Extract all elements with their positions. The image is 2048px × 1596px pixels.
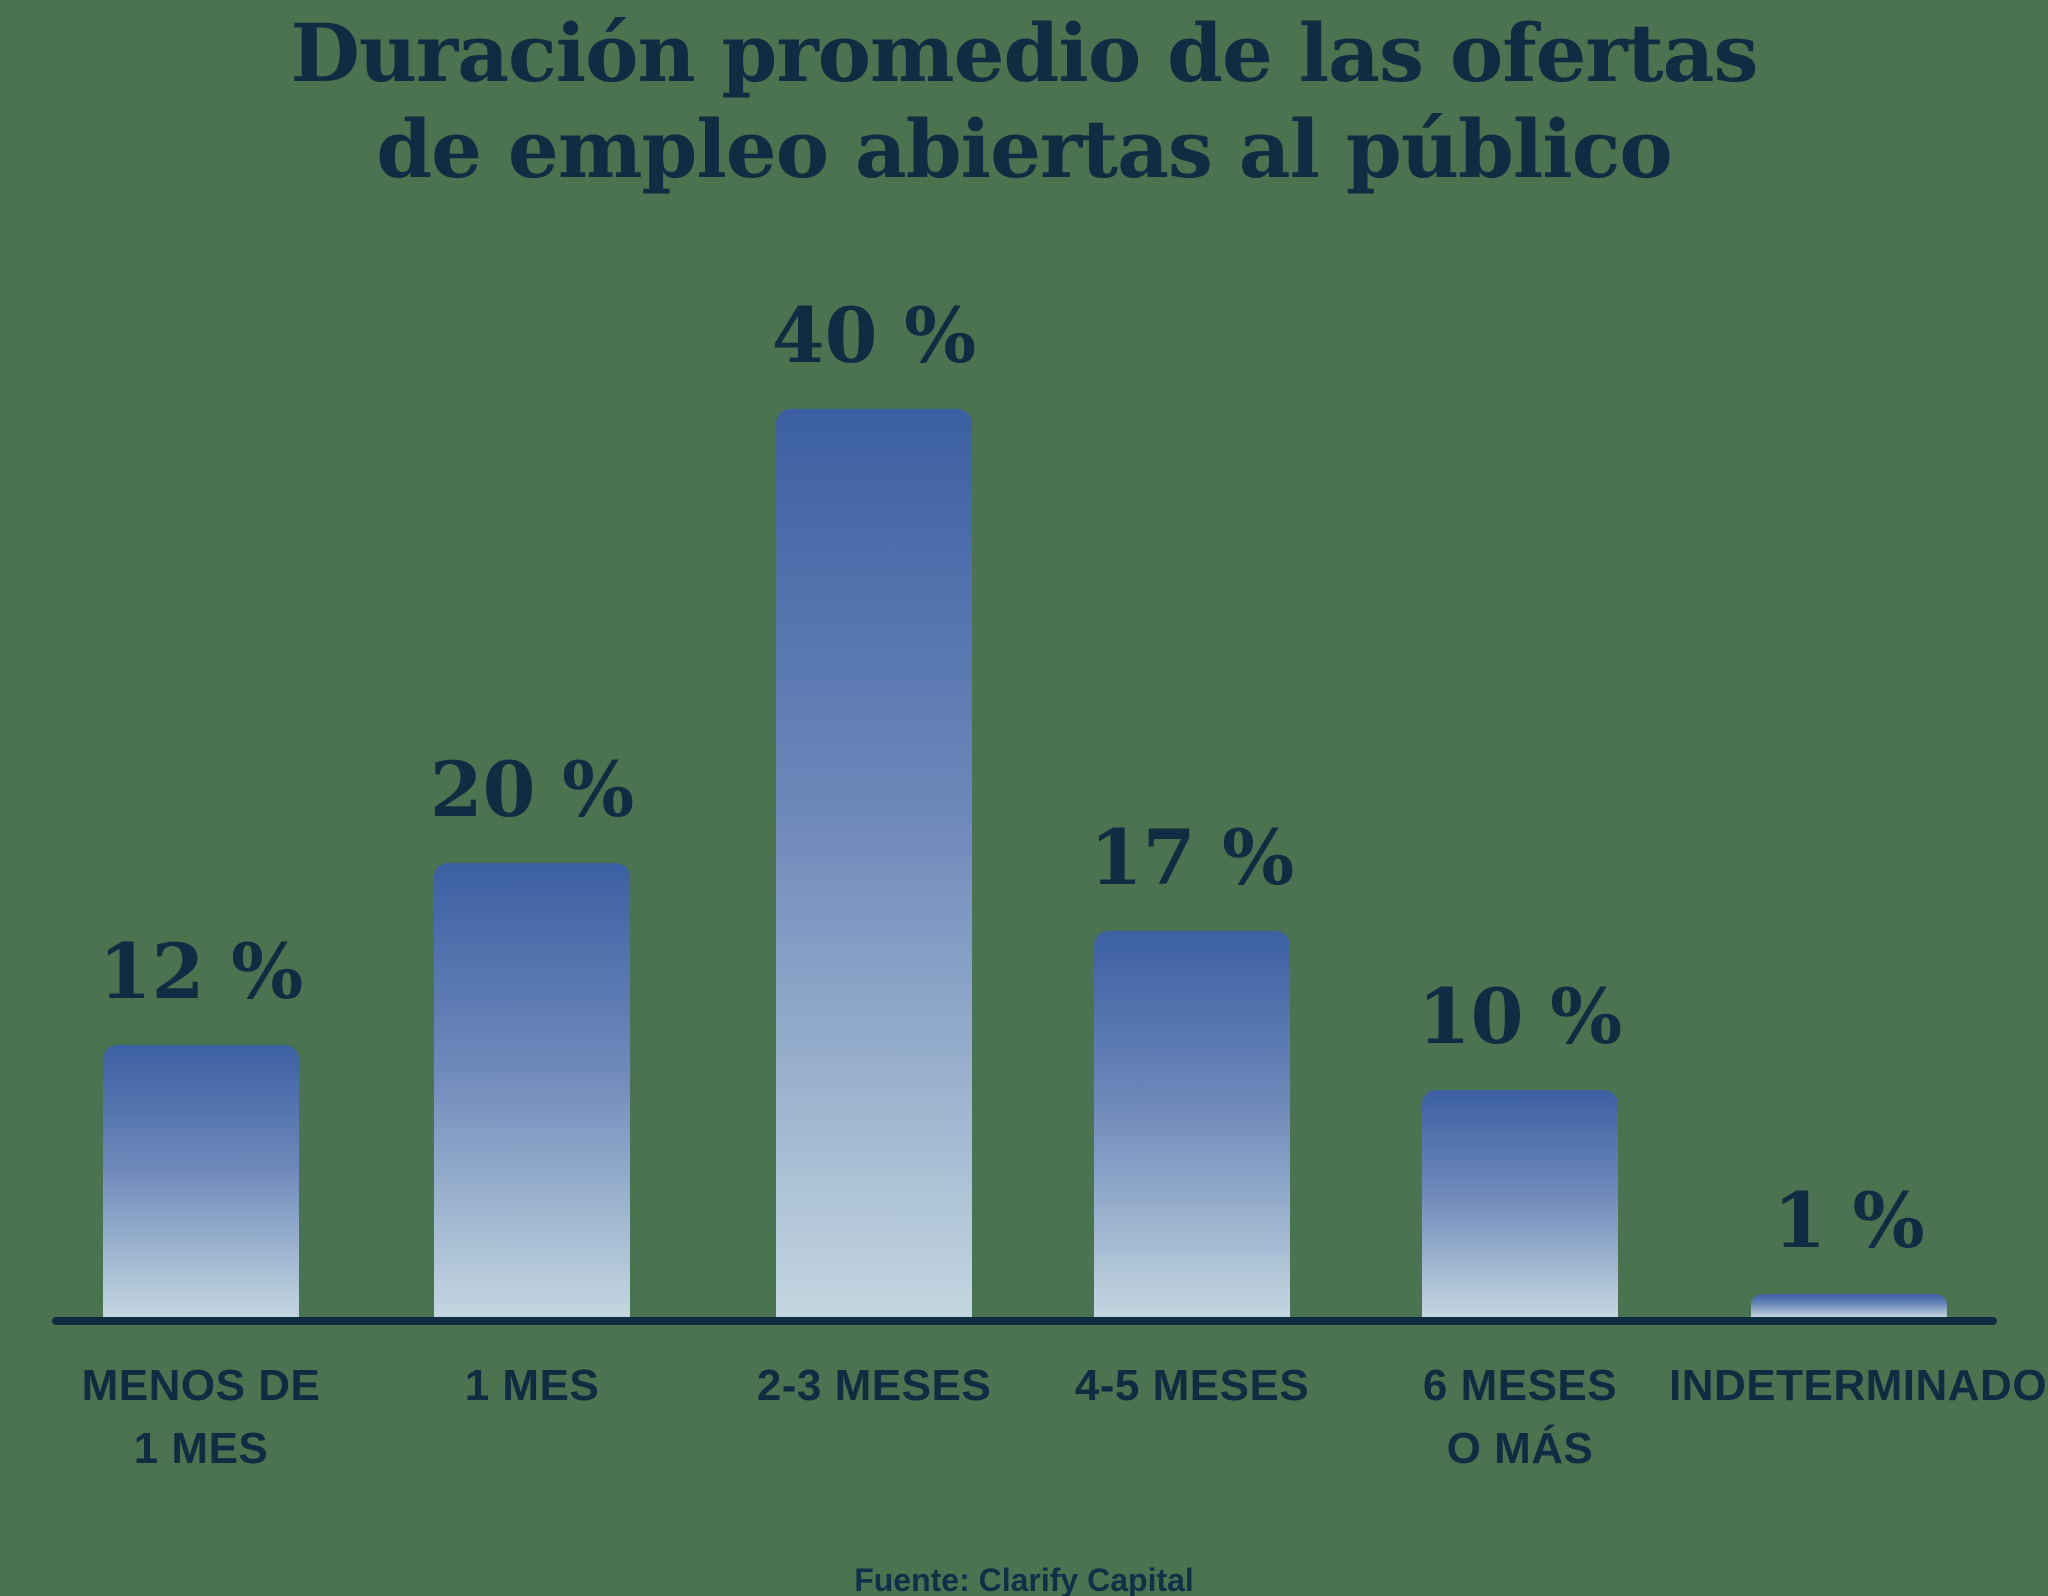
bar-1-mes <box>434 863 630 1317</box>
bar-menos-de-1-mes <box>103 1045 299 1317</box>
bar-group-indeterminado: 1 % <box>1751 1176 1947 1317</box>
bar-value-label-menos-de-1-mes: 12 % <box>98 927 304 1016</box>
bar-group-1-mes: 20 % <box>430 752 634 1317</box>
bar-value-label-4-5-meses: 17 % <box>1089 813 1295 902</box>
category-label-2-3-meses: 2-3 MESES <box>756 1361 992 1410</box>
category-label-6-meses-o-mas: 6 MESES O MÁS <box>1422 1361 1618 1473</box>
bar-value-label-1-mes: 20 % <box>429 745 635 834</box>
category-label-indeterminado: INDETERMINADO <box>1669 1361 2048 1410</box>
chart-title: Duración promedio de las ofertas de emple… <box>0 5 2048 197</box>
chart-title-line-2: de empleo abiertas al público <box>376 102 1673 196</box>
source-credit: Fuente: Clarify Capital <box>854 1562 1194 1596</box>
category-label-1-mes: 1 MES <box>464 1361 600 1410</box>
bar-2-3-meses <box>776 409 972 1317</box>
bar-group-2-3-meses: 40 % <box>772 298 976 1317</box>
x-axis-line <box>52 1317 1997 1325</box>
bar-indeterminado <box>1751 1294 1947 1317</box>
bar-value-label-2-3-meses: 40 % <box>771 291 977 380</box>
bar-4-5-meses <box>1094 931 1290 1317</box>
category-label-menos-de-1-mes: MENOS DE 1 MES <box>81 1361 321 1473</box>
bar-group-menos-de-1-mes: 12 % <box>99 934 303 1317</box>
category-label-4-5-meses: 4-5 MESES <box>1074 1361 1310 1410</box>
bar-value-label-6-meses-o-mas: 10 % <box>1417 972 1623 1061</box>
chart-title-line-1: Duración promedio de las ofertas <box>290 6 1759 100</box>
bar-6-meses-o-mas <box>1422 1090 1618 1317</box>
bar-value-label-indeterminado: 1 % <box>1773 1176 1925 1265</box>
bar-group-6-meses-o-mas: 10 % <box>1418 979 1622 1317</box>
bar-group-4-5-meses: 17 % <box>1090 820 1294 1317</box>
